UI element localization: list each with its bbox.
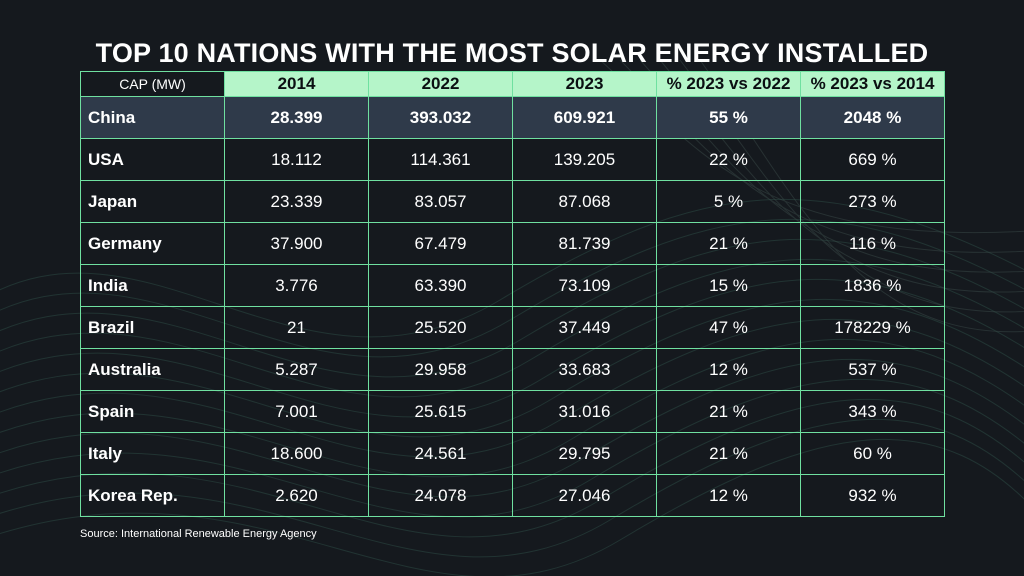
value-cell-2014: 28.399 <box>224 96 369 139</box>
pct-cell-2023-vs-2022: 15 % <box>656 264 801 307</box>
pct-cell-2023-vs-2014: 932 % <box>800 474 945 517</box>
column-header-pct-2023-vs-2014: % 2023 vs 2014 <box>800 71 945 97</box>
value-cell-2022: 63.390 <box>368 264 513 307</box>
value-cell-2022: 24.078 <box>368 474 513 517</box>
value-cell-2014: 5.287 <box>224 348 369 391</box>
value-cell-2014: 18.600 <box>224 432 369 475</box>
value-cell-2014: 37.900 <box>224 222 369 265</box>
value-cell-2022: 25.520 <box>368 306 513 349</box>
value-cell-2022: 29.958 <box>368 348 513 391</box>
pct-cell-2023-vs-2022: 21 % <box>656 222 801 265</box>
column-header-pct-2023-vs-2022: % 2023 vs 2022 <box>656 71 801 97</box>
pct-cell-2023-vs-2022: 12 % <box>656 348 801 391</box>
pct-cell-2023-vs-2022: 47 % <box>656 306 801 349</box>
country-cell: Germany <box>80 222 225 265</box>
value-cell-2022: 25.615 <box>368 390 513 433</box>
country-cell: USA <box>80 138 225 181</box>
pct-cell-2023-vs-2022: 12 % <box>656 474 801 517</box>
pct-cell-2023-vs-2022: 55 % <box>656 96 801 139</box>
pct-cell-2023-vs-2014: 2048 % <box>800 96 945 139</box>
table-row-india: India 3.776 63.390 73.109 15 % 1836 % <box>80 264 945 307</box>
value-cell-2023: 139.205 <box>512 138 657 181</box>
column-header-2023: 2023 <box>512 71 657 97</box>
pct-cell-2023-vs-2014: 116 % <box>800 222 945 265</box>
country-cell: Japan <box>80 180 225 223</box>
table-row-korea-rep: Korea Rep. 2.620 24.078 27.046 12 % 932 … <box>80 474 945 517</box>
value-cell-2014: 7.001 <box>224 390 369 433</box>
column-header-2022: 2022 <box>368 71 513 97</box>
value-cell-2023: 31.016 <box>512 390 657 433</box>
solar-capacity-table: CAP (MW) 2014 2022 2023 % 2023 vs 2022 %… <box>80 71 945 517</box>
value-cell-2023: 87.068 <box>512 180 657 223</box>
table-row-spain: Spain 7.001 25.615 31.016 21 % 343 % <box>80 390 945 433</box>
table-row-australia: Australia 5.287 29.958 33.683 12 % 537 % <box>80 348 945 391</box>
source-note: Source: International Renewable Energy A… <box>80 528 317 540</box>
table-row-germany: Germany 37.900 67.479 81.739 21 % 116 % <box>80 222 945 265</box>
value-cell-2023: 609.921 <box>512 96 657 139</box>
value-cell-2014: 18.112 <box>224 138 369 181</box>
value-cell-2014: 23.339 <box>224 180 369 223</box>
pct-cell-2023-vs-2014: 60 % <box>800 432 945 475</box>
country-cell: Australia <box>80 348 225 391</box>
column-header-2014: 2014 <box>224 71 369 97</box>
table-row-china: China 28.399 393.032 609.921 55 % 2048 % <box>80 96 945 139</box>
value-cell-2023: 27.046 <box>512 474 657 517</box>
value-cell-2023: 81.739 <box>512 222 657 265</box>
value-cell-2022: 67.479 <box>368 222 513 265</box>
pct-cell-2023-vs-2014: 343 % <box>800 390 945 433</box>
country-cell: Korea Rep. <box>80 474 225 517</box>
value-cell-2023: 73.109 <box>512 264 657 307</box>
value-cell-2022: 114.361 <box>368 138 513 181</box>
country-cell: Spain <box>80 390 225 433</box>
table-row-japan: Japan 23.339 83.057 87.068 5 % 273 % <box>80 180 945 223</box>
value-cell-2022: 24.561 <box>368 432 513 475</box>
pct-cell-2023-vs-2014: 537 % <box>800 348 945 391</box>
pct-cell-2023-vs-2022: 21 % <box>656 390 801 433</box>
value-cell-2022: 393.032 <box>368 96 513 139</box>
value-cell-2023: 33.683 <box>512 348 657 391</box>
column-header-cap: CAP (MW) <box>80 71 225 97</box>
value-cell-2022: 83.057 <box>368 180 513 223</box>
table-row-brazil: Brazil 21 25.520 37.449 47 % 178229 % <box>80 306 945 349</box>
value-cell-2014: 3.776 <box>224 264 369 307</box>
pct-cell-2023-vs-2014: 178229 % <box>800 306 945 349</box>
pct-cell-2023-vs-2022: 21 % <box>656 432 801 475</box>
pct-cell-2023-vs-2014: 669 % <box>800 138 945 181</box>
table-header-row: CAP (MW) 2014 2022 2023 % 2023 vs 2022 %… <box>80 71 945 97</box>
table-row-usa: USA 18.112 114.361 139.205 22 % 669 % <box>80 138 945 181</box>
country-cell: Italy <box>80 432 225 475</box>
table-row-italy: Italy 18.600 24.561 29.795 21 % 60 % <box>80 432 945 475</box>
value-cell-2014: 21 <box>224 306 369 349</box>
pct-cell-2023-vs-2014: 1836 % <box>800 264 945 307</box>
pct-cell-2023-vs-2022: 5 % <box>656 180 801 223</box>
country-cell: India <box>80 264 225 307</box>
pct-cell-2023-vs-2014: 273 % <box>800 180 945 223</box>
country-cell: China <box>80 96 225 139</box>
value-cell-2023: 29.795 <box>512 432 657 475</box>
pct-cell-2023-vs-2022: 22 % <box>656 138 801 181</box>
chart-title: TOP 10 NATIONS WITH THE MOST SOLAR ENERG… <box>95 38 929 68</box>
country-cell: Brazil <box>80 306 225 349</box>
value-cell-2014: 2.620 <box>224 474 369 517</box>
value-cell-2023: 37.449 <box>512 306 657 349</box>
